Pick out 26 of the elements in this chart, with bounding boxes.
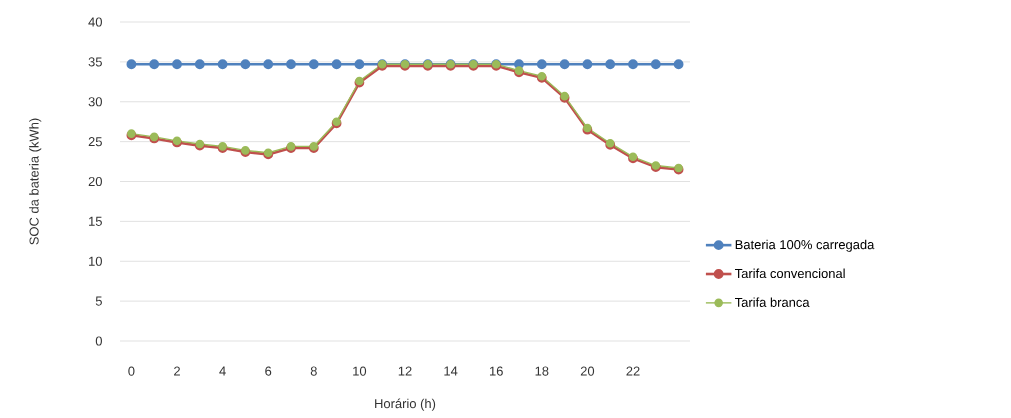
x-tick-label: 8 (310, 366, 317, 376)
x-tick-label: 14 (444, 366, 458, 376)
legend-label: Bateria 100% carregada (735, 239, 875, 252)
x-tick-label: 22 (626, 366, 640, 376)
x-axis-title: Horário (h) (375, 398, 436, 411)
y-tick-label: 15 (89, 216, 102, 226)
y-tick-label: 30 (88, 97, 102, 107)
y-tick-label: 35 (88, 57, 102, 67)
x-tick-label: 18 (535, 366, 549, 376)
x-tick-label: 4 (219, 366, 226, 376)
y-tick-label: 10 (89, 256, 102, 266)
y-tick-label: 0 (95, 336, 102, 346)
y-axis-title: SOC da bateria (kWh) (29, 118, 42, 245)
y-tick-label: 40 (88, 17, 102, 27)
y-tick-label: 5 (95, 296, 102, 306)
x-tick-label: 20 (580, 366, 595, 376)
x-tick-label: 10 (353, 366, 367, 376)
y-tick-label: 20 (88, 176, 102, 187)
y-tick-label: 25 (88, 137, 102, 147)
legend-label: Tarifa branca (735, 297, 810, 307)
legend-label: Tarifa convencional (735, 268, 845, 279)
x-tick-label: 0 (128, 366, 135, 376)
x-tick-label: 12 (398, 366, 412, 376)
x-tick-label: 2 (174, 366, 180, 376)
x-tick-label: 6 (265, 366, 272, 376)
x-tick-label: 16 (489, 366, 503, 376)
